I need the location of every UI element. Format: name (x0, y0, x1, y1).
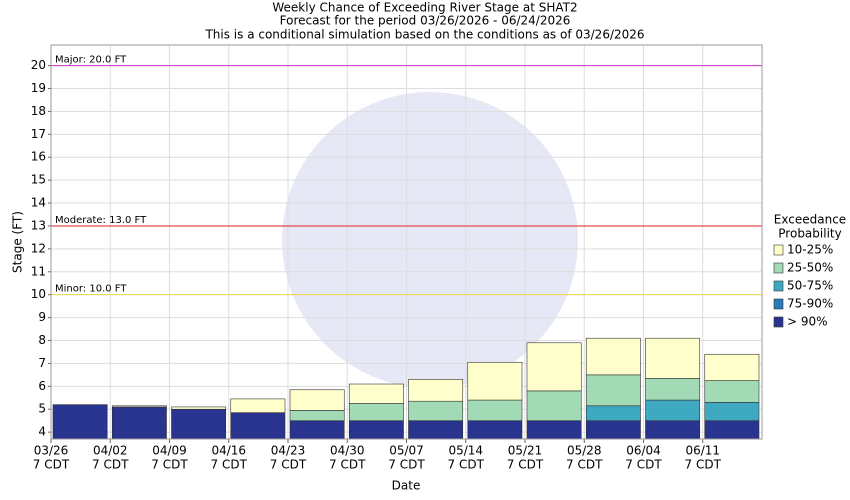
y-tick-label: 20 (31, 58, 46, 72)
y-tick-label: 8 (38, 333, 46, 347)
legend-label: 10-25% (787, 243, 833, 257)
x-tick-label: 04/16 (211, 444, 246, 458)
bar-segment (467, 420, 523, 440)
legend-label: > 90% (787, 315, 828, 329)
x-tick-time: 7 CDT (33, 458, 70, 472)
bar-segment (289, 420, 345, 440)
bar-segment (585, 337, 641, 376)
bar-segment (704, 380, 760, 403)
y-tick-label: 19 (31, 81, 46, 95)
bar-segment (467, 361, 523, 401)
bar-segment (526, 390, 582, 421)
threshold-label: Minor: 10.0 FT (55, 284, 127, 295)
bar-segment (704, 402, 760, 421)
x-tick-time: 7 CDT (388, 458, 425, 472)
x-tick-label: 05/07 (389, 444, 424, 458)
x-tick-label: 05/21 (508, 444, 543, 458)
x-tick-label: 04/23 (271, 444, 306, 458)
y-tick-label: 16 (31, 150, 46, 164)
bar-segment (408, 400, 464, 421)
x-tick-time: 7 CDT (329, 458, 366, 472)
x-tick-label: 05/28 (567, 444, 602, 458)
bar-segment (526, 420, 582, 440)
x-tick-label: 06/04 (626, 444, 661, 458)
y-tick-label: 12 (31, 241, 46, 255)
legend-swatch (773, 262, 784, 274)
y-tick-label: 13 (31, 218, 46, 232)
bar-segment (585, 374, 641, 407)
bar-segment (348, 403, 404, 421)
y-tick-label: 17 (31, 127, 46, 141)
bar-segment (289, 389, 345, 411)
bar-segment (348, 383, 404, 404)
bar-segment (230, 412, 286, 440)
bar-segment (289, 410, 345, 421)
plot-frame (50, 44, 763, 440)
y-tick-label: 15 (31, 173, 46, 187)
legend-label: 75-90% (787, 297, 833, 311)
x-tick-time: 7 CDT (448, 458, 485, 472)
x-tick-label: 05/14 (448, 444, 483, 458)
y-tick-label: 9 (38, 310, 46, 324)
bar-segment (645, 399, 701, 421)
bar-segment (526, 342, 582, 392)
bar-segment (645, 377, 701, 401)
y-tick-label: 14 (31, 196, 46, 210)
y-tick-label: 11 (31, 264, 46, 278)
y-tick-label: 7 (38, 356, 46, 370)
y-tick-label: 6 (38, 379, 46, 393)
x-tick-time: 7 CDT (151, 458, 188, 472)
legend-title: Exceedance (774, 213, 846, 227)
y-axis-label: Stage (FT) (11, 211, 25, 273)
x-tick-label: 06/11 (685, 444, 720, 458)
bar-segment (645, 337, 701, 379)
x-tick-time: 7 CDT (270, 458, 307, 472)
chart-subtitle: This is a conditional simulation based o… (204, 28, 644, 42)
x-tick-label: 04/30 (330, 444, 365, 458)
threshold-label: Moderate: 13.0 FT (55, 215, 147, 226)
bar-segment (704, 420, 760, 440)
y-tick-label: 4 (38, 425, 46, 439)
bar-segment (171, 406, 227, 410)
y-tick-label: 10 (31, 287, 46, 301)
y-tick-label: 5 (38, 402, 46, 416)
x-tick-label: 03/26 (34, 444, 69, 458)
legend-swatch (773, 298, 784, 310)
bar-segment (467, 399, 523, 421)
bar-segment (585, 405, 641, 421)
bar-segment (111, 406, 167, 440)
x-tick-label: 04/09 (152, 444, 187, 458)
bar-segment (348, 420, 404, 440)
bar-segment (230, 398, 286, 413)
bar-segment (408, 420, 464, 440)
x-tick-time: 7 CDT (566, 458, 603, 472)
chart-subtitle: Forecast for the period 03/26/2026 - 06/… (280, 14, 571, 28)
legend-swatch (773, 244, 784, 256)
bar-segment (52, 404, 108, 440)
bar-segment (704, 353, 760, 381)
bar-segment (408, 379, 464, 402)
bar-segment (645, 420, 701, 440)
legend-label: 50-75% (787, 279, 833, 293)
bar-segment (111, 405, 167, 408)
x-tick-time: 7 CDT (211, 458, 248, 472)
threshold-label: Major: 20.0 FT (55, 55, 127, 66)
legend-title: Probability (778, 227, 841, 241)
legend-swatch (773, 280, 784, 292)
x-tick-time: 7 CDT (685, 458, 722, 472)
bar-segment (171, 408, 227, 440)
legend-label: 25-50% (787, 261, 833, 275)
legend-swatch (773, 316, 784, 328)
bar-segment (585, 420, 641, 440)
x-tick-label: 04/02 (93, 444, 128, 458)
chart-title: Weekly Chance of Exceeding River Stage a… (272, 1, 577, 15)
watermark (282, 92, 578, 388)
x-tick-time: 7 CDT (507, 458, 544, 472)
y-tick-label: 18 (31, 104, 46, 118)
x-axis-label: Date (392, 479, 421, 493)
x-tick-time: 7 CDT (625, 458, 662, 472)
x-tick-time: 7 CDT (92, 458, 129, 472)
